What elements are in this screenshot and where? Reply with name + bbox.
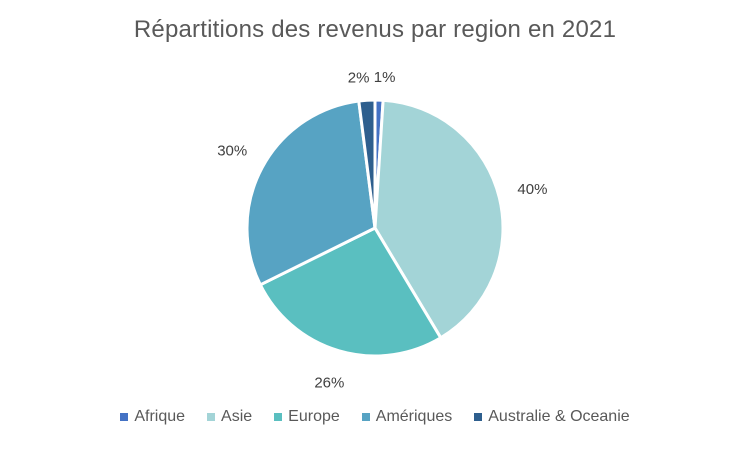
legend-label-afrique: Afrique	[134, 408, 186, 425]
pie-data-labels: 1% 40% 26% 30% 2%	[217, 69, 547, 391]
pie-slice-asie	[373, 98, 505, 340]
legend-swatch-afrique	[120, 413, 129, 421]
legend-item-afrique: Afrique	[120, 408, 185, 426]
chart-title: Répartitions des revenus par region en 2…	[133, 16, 617, 43]
legend-label-am-riques: Amériques	[375, 408, 453, 425]
legend-swatch-australie-oceanie	[474, 413, 483, 421]
legend-swatch-am-riques	[361, 413, 370, 421]
legend-item-europe: Europe	[274, 408, 340, 426]
data-label-am-riques: 30%	[217, 142, 247, 159]
legend-label-asie: Asie	[221, 408, 253, 425]
legend-item-asie: Asie	[207, 408, 252, 426]
pie-slice-europe	[258, 226, 443, 358]
legend-label-australie-oceanie: Australie & Oceanie	[488, 408, 630, 425]
data-label-asie: 40%	[517, 181, 547, 198]
pie-slices	[245, 98, 505, 358]
legend-item-am-riques: Amériques	[361, 408, 453, 426]
pie-slice-australie-oceanie	[357, 98, 377, 230]
legend-label-europe: Europe	[288, 408, 340, 425]
data-label-afrique: 1%	[374, 69, 396, 86]
legend: Afrique Asie Europe Amériques Australie & Oc…	[0, 408, 750, 426]
legend-swatch-europe	[274, 413, 283, 421]
legend-swatch-asie	[207, 413, 216, 421]
pie-slice-am-riques	[245, 99, 377, 287]
data-label-australie-oceanie: 2%	[348, 69, 370, 86]
data-label-europe: 26%	[314, 374, 344, 391]
legend-item-australie-oceanie: Australie & Oceanie	[474, 408, 630, 426]
